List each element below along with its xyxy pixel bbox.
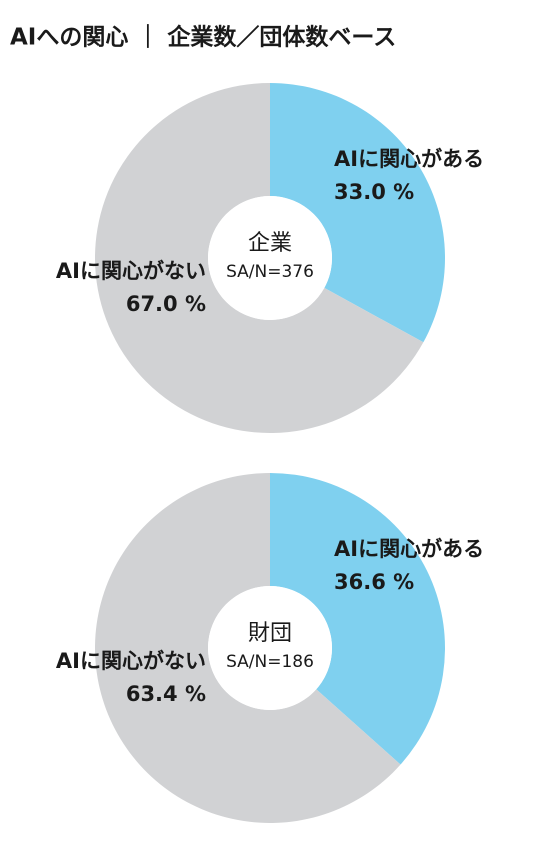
slice-value-label: 67.0 %	[126, 292, 206, 316]
slice-name: AIに関心がない	[56, 259, 206, 283]
donut-hole	[208, 196, 332, 320]
slice-value-label: 33.0 %	[334, 180, 414, 204]
donut-slice	[94, 473, 401, 823]
center-note: SA/N=186	[226, 652, 314, 672]
slice-name: AIに関心がある	[334, 537, 484, 561]
slice-value-label: 63.4 %	[126, 682, 206, 706]
center-title: 企業	[248, 231, 292, 256]
center-note: SA/N=376	[226, 262, 314, 282]
donut-slice	[94, 83, 424, 434]
slice-name: AIに関心がない	[56, 649, 206, 673]
donut-hole	[208, 586, 332, 710]
center-title: 財団	[248, 621, 292, 646]
donut-slice	[270, 83, 445, 343]
slice-name: AIに関心がある	[334, 147, 484, 171]
donut-slice	[270, 473, 446, 765]
slice-value-label: 36.6 %	[334, 570, 414, 594]
page-title: AIへの関心 ｜ 企業数／団体数ベース	[10, 24, 396, 51]
